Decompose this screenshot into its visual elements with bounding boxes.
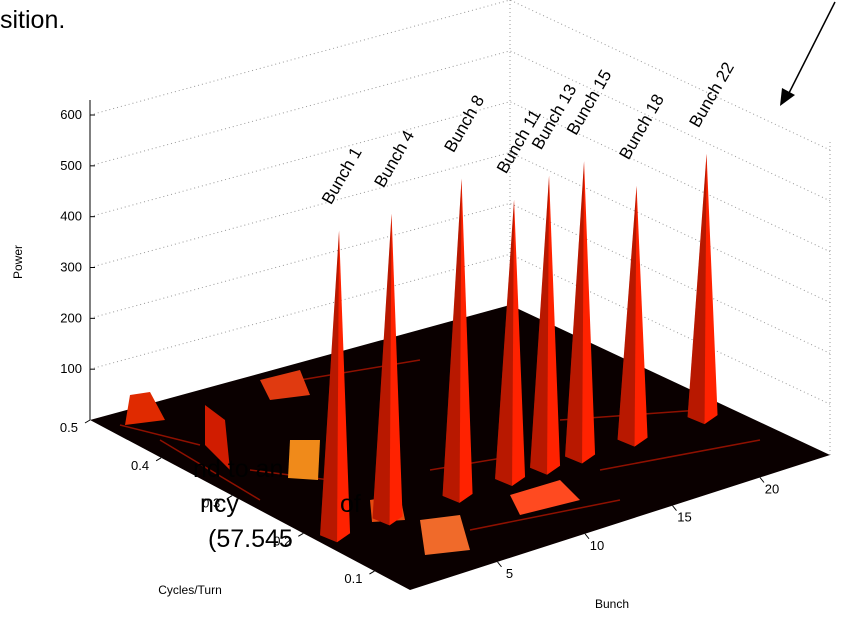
y-tick (497, 561, 502, 568)
axes-box (89, 0, 831, 455)
spike (495, 199, 526, 487)
spike-shade (495, 199, 515, 487)
spike (442, 178, 473, 503)
y-tick (759, 477, 765, 483)
spike (530, 175, 561, 475)
z-tick-label: 500 (60, 158, 82, 173)
y-tick (584, 533, 590, 540)
bunch-label: Bunch 1 (318, 144, 366, 208)
z-axis-label: Power (11, 245, 25, 279)
arrow-head (780, 88, 795, 106)
x-tick-label: 0.3 (202, 496, 220, 511)
bunch-label: Bunch 8 (441, 92, 489, 156)
y-tick-label: 10 (590, 538, 604, 553)
spike (617, 185, 648, 447)
z-tick-label: 600 (60, 107, 82, 122)
z-tick-label: 300 (60, 260, 82, 275)
bunch-label: Bunch 22 (686, 59, 738, 131)
spike-shade (372, 213, 392, 526)
z-tick-label: 400 (60, 209, 82, 224)
slide-text: (57.545 (208, 525, 293, 553)
x-tick (226, 495, 233, 499)
spike-shade (617, 185, 637, 447)
y-axis-label: Bunch (595, 597, 629, 611)
spike (372, 213, 403, 526)
y-tick-label: 5 (506, 566, 513, 581)
spike (320, 230, 351, 543)
y-tick-label: 15 (677, 510, 691, 525)
y-tick-label: 20 (765, 482, 779, 497)
x-tick-label: 0.4 (131, 458, 149, 473)
spike-shade (565, 161, 585, 464)
low-hills (125, 370, 580, 555)
x-tick-label: 0.5 (60, 420, 78, 435)
slide-text: nd to an (193, 455, 283, 483)
z-tick-label: 200 (60, 310, 82, 325)
arrow (787, 1, 836, 96)
x-axis-label: Cycles/Turn (158, 583, 222, 597)
spike-shade (687, 153, 707, 425)
y-tick (672, 505, 677, 511)
slide-text: sition. (0, 6, 65, 34)
x-tick-label: 0.1 (344, 571, 362, 586)
x-tick (369, 570, 375, 575)
spike (687, 153, 718, 425)
z-tick-label: 100 (60, 361, 82, 376)
slide-text: ncy (200, 490, 239, 518)
x-tick (84, 419, 91, 424)
spike-shade (320, 230, 340, 543)
bunch-label: Bunch 4 (371, 127, 419, 191)
spike-shade (530, 175, 550, 475)
slide-text: of (340, 490, 361, 518)
x-tick (155, 457, 162, 462)
x-tick (298, 532, 304, 537)
bunch-label: Bunch 18 (616, 91, 668, 163)
spike (565, 161, 596, 464)
spike-shade (442, 178, 462, 503)
x-tick-label: 0.2 (273, 533, 291, 548)
